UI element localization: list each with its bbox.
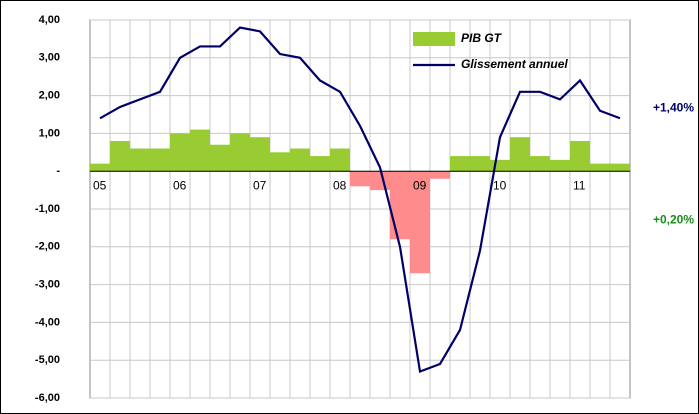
bar [310, 156, 330, 172]
x-tick-label: 11 [573, 178, 586, 192]
x-tick-label: 05 [93, 178, 107, 192]
bar [590, 163, 610, 172]
annotation: +0,20% [653, 213, 694, 227]
bar [210, 144, 230, 172]
bar [530, 156, 550, 172]
x-tick-label: 08 [333, 178, 347, 192]
bar [470, 156, 490, 172]
bar [410, 171, 430, 274]
x-tick-label: 10 [493, 178, 507, 192]
y-tick-label: -4,00 [35, 316, 60, 328]
bar [330, 148, 350, 172]
x-tick-label: 06 [173, 178, 187, 192]
legend-label: PIB GT [461, 31, 503, 45]
bar [610, 163, 630, 172]
y-tick-label: - [56, 165, 60, 177]
bar [490, 159, 510, 172]
bar [350, 171, 370, 187]
bar [230, 133, 250, 172]
bar [110, 140, 130, 172]
x-tick-label: 09 [413, 178, 427, 192]
bar [510, 137, 530, 172]
y-tick-label: -5,00 [35, 354, 60, 366]
line [99, 26, 621, 374]
y-tick-label: -2,00 [35, 241, 60, 253]
bar [390, 171, 410, 240]
legend-swatch [413, 32, 455, 46]
bar [450, 156, 470, 172]
bar [130, 148, 150, 172]
y-tick-label: 2,00 [39, 90, 60, 102]
bar [370, 171, 390, 191]
y-tick-label: -6,00 [35, 392, 60, 404]
annotation: +1,40% [653, 100, 694, 114]
y-tick-label: 3,00 [39, 52, 60, 64]
bar [250, 137, 270, 172]
bar [270, 152, 290, 172]
y-tick-label: -3,00 [35, 279, 60, 291]
bar [90, 163, 110, 172]
bar [290, 148, 310, 172]
bar [550, 159, 570, 172]
y-tick-label: 1,00 [39, 127, 60, 139]
bar [430, 171, 450, 179]
bar [570, 140, 590, 172]
bar [150, 148, 170, 172]
bar [170, 133, 190, 172]
y-tick-label: 4,00 [39, 14, 60, 26]
bar [190, 129, 210, 172]
x-tick-label: 07 [253, 178, 267, 192]
legend-label: Glissement annuel [461, 57, 568, 71]
y-tick-label: -1,00 [35, 203, 60, 215]
